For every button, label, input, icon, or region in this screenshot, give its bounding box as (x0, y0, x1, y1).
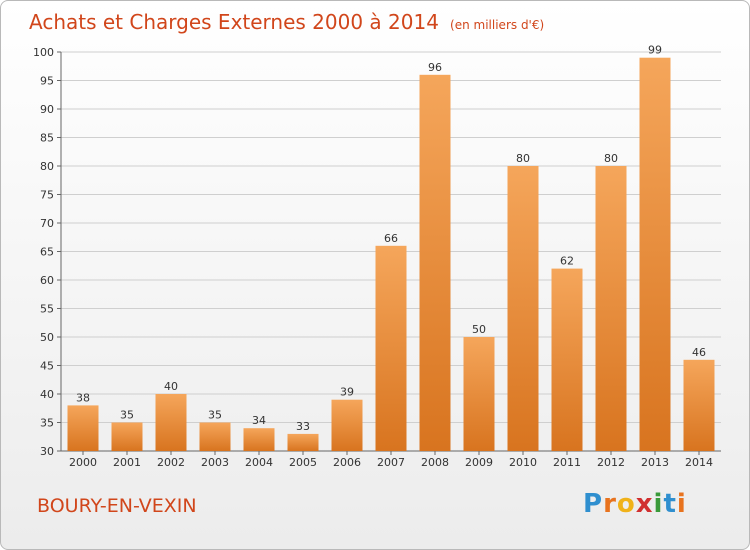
x-tick-label: 2008 (421, 456, 449, 469)
y-tick-label: 30 (40, 445, 54, 458)
bar (551, 268, 583, 451)
bar (419, 74, 451, 452)
y-tick-label: 65 (40, 246, 54, 259)
data-label: 33 (296, 420, 310, 433)
y-tick-label: 35 (40, 417, 54, 430)
data-label: 40 (164, 380, 178, 393)
data-label: 35 (120, 409, 134, 422)
y-tick-label: 50 (40, 331, 54, 344)
y-tick-label: 55 (40, 303, 54, 316)
title-text: Achats et Charges Externes 2000 à 2014 (29, 10, 439, 34)
x-tick-label: 2013 (641, 456, 669, 469)
data-label: 66 (384, 232, 398, 245)
data-label: 99 (648, 44, 662, 57)
y-tick-label: 85 (40, 132, 54, 145)
y-tick-label: 70 (40, 217, 54, 230)
logo-letter: r (603, 489, 617, 519)
bar (463, 337, 495, 451)
y-tick-label: 100 (33, 46, 54, 59)
x-tick-label: 2010 (509, 456, 537, 469)
x-tick-label: 2000 (69, 456, 97, 469)
logo-letter: o (616, 489, 636, 519)
data-label: 80 (516, 152, 530, 165)
y-tick-label: 45 (40, 360, 54, 373)
x-tick-label: 2005 (289, 456, 317, 469)
data-label: 96 (428, 61, 442, 74)
bars (67, 57, 715, 452)
bar (639, 57, 671, 451)
unit-note: (en milliers d'€) (450, 18, 545, 32)
x-tick-label: 2012 (597, 456, 625, 469)
data-label: 62 (560, 255, 574, 268)
bar (67, 405, 99, 451)
x-tick-label: 2001 (113, 456, 141, 469)
data-label: 80 (604, 152, 618, 165)
logo-letter: t (663, 489, 677, 519)
x-tick-label: 2007 (377, 456, 405, 469)
x-tick-label: 2011 (553, 456, 581, 469)
data-label: 35 (208, 409, 222, 422)
data-label: 50 (472, 323, 486, 336)
bar (375, 245, 407, 451)
y-tick-label: 40 (40, 388, 54, 401)
data-label: 38 (76, 391, 90, 404)
bar (243, 428, 275, 451)
x-tick-label: 2009 (465, 456, 493, 469)
data-label: 34 (252, 414, 266, 427)
data-label: 46 (692, 346, 706, 359)
bar (155, 394, 187, 451)
y-tick-label: 80 (40, 160, 54, 173)
x-tick-label: 2014 (685, 456, 713, 469)
logo-letter: P (583, 489, 604, 519)
y-tick-label: 90 (40, 103, 54, 116)
chart-title: Achats et Charges Externes 2000 à 2014 (… (29, 7, 544, 37)
bar (683, 359, 715, 451)
y-tick-label: 60 (40, 274, 54, 287)
bar (507, 166, 539, 451)
proxiti-logo: Proxiti (583, 489, 687, 519)
bar (331, 399, 363, 451)
y-tick-label: 95 (40, 75, 54, 88)
bar (111, 422, 143, 451)
logo-letter: i (653, 489, 664, 519)
x-tick-label: 2004 (245, 456, 273, 469)
commune-name: BOURY-EN-VEXIN (37, 495, 197, 517)
bar (595, 166, 627, 451)
bar (287, 433, 319, 451)
logo-letter: i (676, 489, 687, 519)
x-tick-label: 2006 (333, 456, 361, 469)
x-tick-label: 2002 (157, 456, 185, 469)
x-tick-label: 2003 (201, 456, 229, 469)
y-tick-label: 75 (40, 189, 54, 202)
bar (199, 422, 231, 451)
logo-letter: x (635, 489, 654, 519)
labels: 30 35 40 45 50 55 60 65 70 75 80 85 90 95 100 38 2000 35 2… (33, 44, 713, 469)
data-label: 39 (340, 386, 354, 399)
